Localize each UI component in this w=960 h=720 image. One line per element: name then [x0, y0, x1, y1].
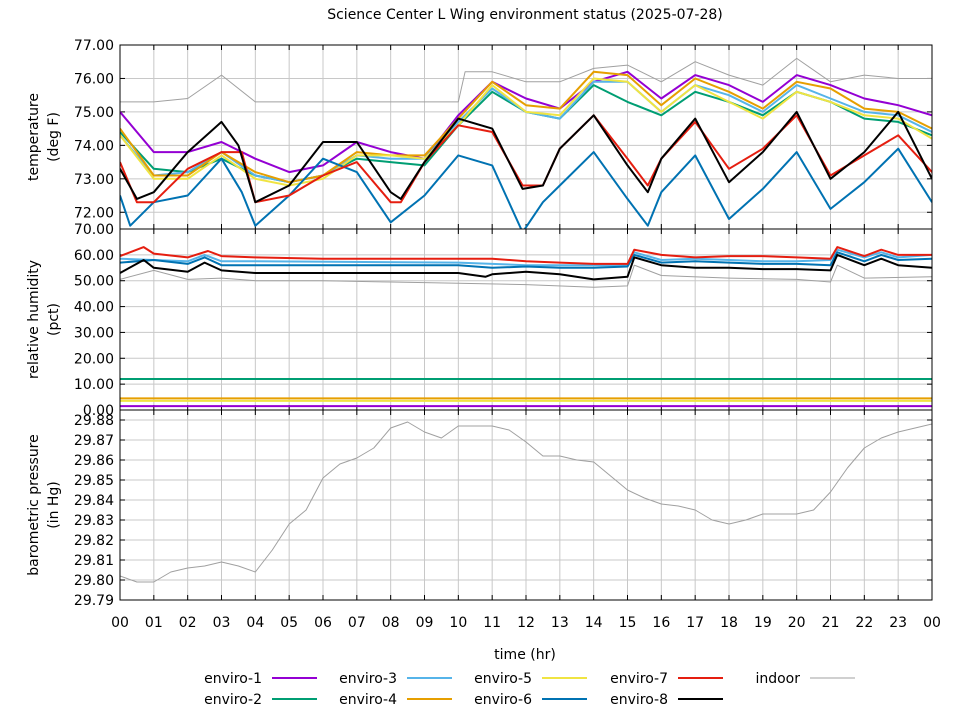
legend-item-enviro-8: enviro-8 [610, 692, 723, 708]
chart-title: Science Center L Wing environment status… [327, 7, 723, 23]
legend-label: enviro-1 [204, 671, 262, 687]
y-tick-label: 74.00 [74, 138, 114, 154]
y-tick-label: 10.00 [74, 377, 114, 393]
legend-label: enviro-6 [474, 692, 532, 708]
series-line-enviro-1 [120, 70, 932, 174]
legend-item-enviro-3: enviro-3 [339, 671, 452, 687]
series-line-enviro-4 [120, 70, 932, 184]
chart-panels: 72.00 73.00 74.00 75.00 76.00 77.00 temperatur… [26, 38, 941, 631]
y-tick-label: 50.00 [74, 274, 114, 290]
legend-label: enviro-4 [339, 692, 397, 708]
y-axis-label-temperature: temperature (deg F) [26, 93, 62, 181]
series-line-indoor [120, 264, 932, 288]
x-tick-label: 23 [889, 615, 907, 631]
legend-label: enviro-3 [339, 671, 397, 687]
x-tick-label: 14 [585, 615, 603, 631]
series-line-enviro-8 [120, 110, 932, 204]
y-axis-label-line: (deg F) [46, 112, 62, 162]
x-tick-label: 22 [855, 615, 873, 631]
chart-legend: enviro-1 enviro-2 enviro-3 enviro-4 enviro-5… [204, 671, 855, 708]
series-line-enviro-6 [120, 147, 932, 229]
x-tick-label: 05 [280, 615, 298, 631]
x-tick-label: 06 [314, 615, 332, 631]
x-tick-label: 12 [517, 615, 535, 631]
y-tick-label: 76.00 [74, 71, 114, 87]
legend-item-indoor: indoor [755, 671, 855, 687]
y-tick-label: 0.00 [83, 403, 114, 419]
x-tick-label: 15 [619, 615, 637, 631]
y-tick-label: 29.79 [74, 593, 114, 609]
series-line-enviro-5 [120, 77, 932, 187]
legend-label: enviro-2 [204, 692, 262, 708]
panel-pressure: 29.79 29.80 29.81 29.82 29.83 29.84 29.85 29.86… [26, 409, 941, 631]
x-tick-label: 11 [483, 615, 501, 631]
y-tick-label: 29.87 [74, 433, 114, 449]
legend-item-enviro-6: enviro-6 [474, 692, 587, 708]
legend-item-enviro-2: enviro-2 [204, 692, 317, 708]
y-tick-label: 70.00 [74, 222, 114, 238]
x-tick-label: 03 [213, 615, 231, 631]
legend-label: enviro-5 [474, 671, 532, 687]
y-tick-label: 60.00 [74, 248, 114, 264]
panel-humidity: 0.00 10.00 20.00 30.00 40.00 50.00 60.00 70.00 r… [26, 222, 933, 419]
y-tick-label: 29.88 [74, 413, 114, 429]
y-axis-label-line: (in Hg) [46, 481, 62, 529]
y-tick-label: 73.00 [74, 172, 114, 188]
x-tick-label: 13 [551, 615, 569, 631]
y-axis-label-line: (pct) [46, 303, 62, 336]
panel-frame [119, 409, 933, 601]
panel-temperature: 72.00 73.00 74.00 75.00 76.00 77.00 temperatur… [26, 38, 933, 230]
x-tick-label: 21 [822, 615, 840, 631]
series-group [120, 57, 932, 229]
y-axis-label-pressure: barometric pressure (in Hg) [26, 434, 62, 575]
legend-item-enviro-1: enviro-1 [204, 671, 317, 687]
x-axis-label: time (hr) [494, 647, 556, 663]
x-tick-label: 08 [382, 615, 400, 631]
x-tick-label: 09 [416, 615, 434, 631]
y-tick-label: 29.83 [74, 513, 114, 529]
y-tick-label: 29.85 [74, 473, 114, 489]
series-group [120, 421, 932, 583]
series-group [120, 246, 932, 408]
x-tick-label: 17 [686, 615, 704, 631]
x-tick-label: 16 [652, 615, 670, 631]
y-tick-label: 40.00 [74, 300, 114, 316]
x-tick-label: 19 [754, 615, 772, 631]
x-tick-label: 00 [923, 615, 941, 631]
x-tick-label: 01 [145, 615, 163, 631]
y-axis-label-humidity: relative humidity (pct) [26, 260, 62, 379]
y-tick-label: 29.82 [74, 533, 114, 549]
y-tick-label: 29.84 [74, 493, 114, 509]
y-tick-label: 30.00 [74, 325, 114, 341]
x-tick-label: 10 [449, 615, 467, 631]
x-tick-label: 00 [111, 615, 129, 631]
y-tick-label: 29.80 [74, 573, 114, 589]
series-line-enviro-6 [120, 251, 932, 269]
x-tick-label: 07 [348, 615, 366, 631]
y-axis-label-line: barometric pressure [26, 434, 42, 575]
y-tick-label: 29.81 [74, 553, 114, 569]
series-line-enviro-8 [120, 253, 932, 281]
y-tick-label: 29.86 [74, 453, 114, 469]
legend-item-enviro-5: enviro-5 [474, 671, 587, 687]
series-line-indoor [120, 57, 932, 103]
y-tick-label: 72.00 [74, 205, 114, 221]
y-axis-label-line: temperature [26, 93, 42, 181]
y-tick-label: 77.00 [74, 38, 114, 54]
legend-label: enviro-8 [610, 692, 668, 708]
x-tick-label: 20 [788, 615, 806, 631]
legend-item-enviro-4: enviro-4 [339, 692, 452, 708]
legend-item-enviro-7: enviro-7 [610, 671, 723, 687]
y-tick-label: 75.00 [74, 105, 114, 121]
series-line-enviro-7 [120, 246, 932, 265]
series-line-indoor [120, 421, 932, 583]
x-tick-label: 04 [246, 615, 264, 631]
y-tick-label: 20.00 [74, 351, 114, 367]
legend-label: indoor [755, 671, 800, 687]
y-axis-label-line: relative humidity [26, 260, 42, 379]
x-tick-label: 02 [179, 615, 197, 631]
x-tick-label: 18 [720, 615, 738, 631]
legend-label: enviro-7 [610, 671, 668, 687]
